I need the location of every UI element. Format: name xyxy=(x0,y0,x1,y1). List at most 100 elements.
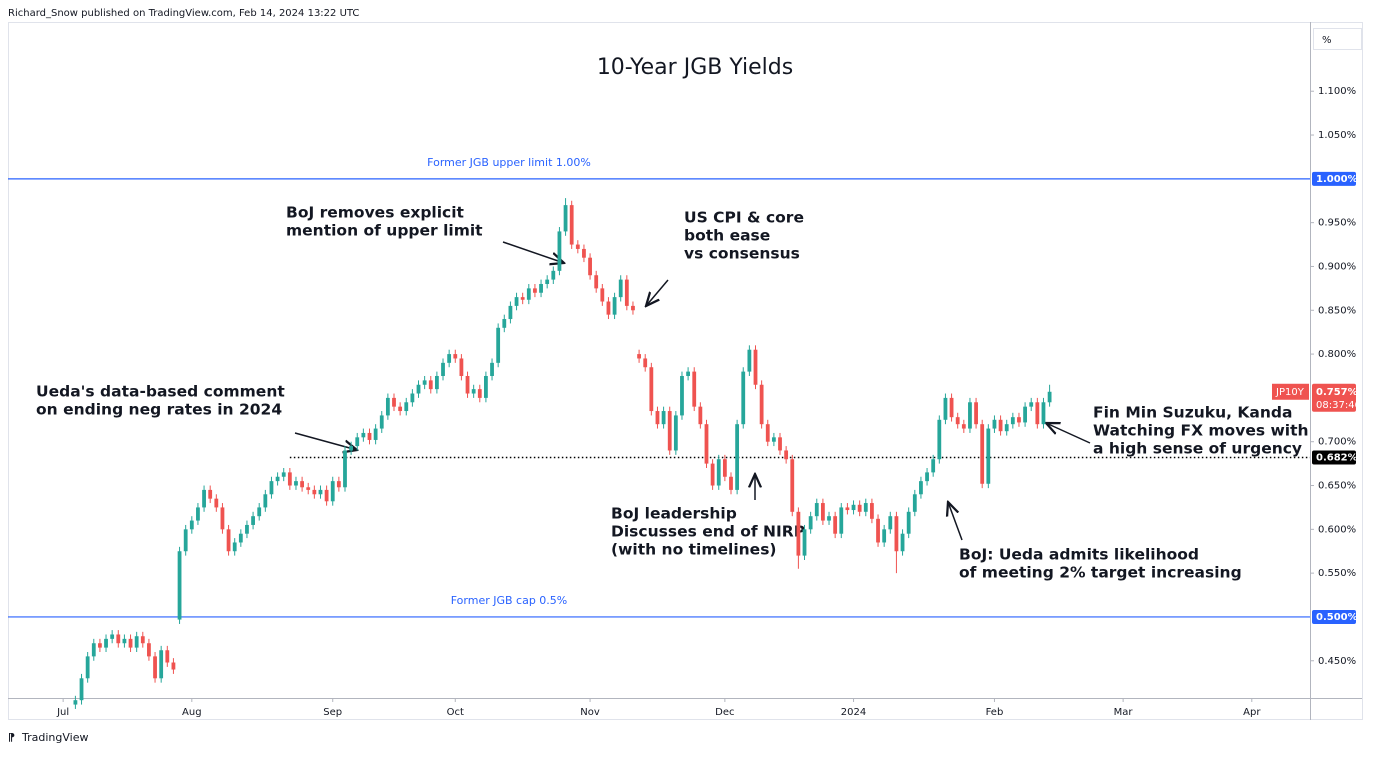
annotation: BoJ leadership xyxy=(611,505,737,523)
candle-body xyxy=(287,472,292,486)
candle-body xyxy=(612,297,617,315)
candle-body xyxy=(508,305,513,320)
candle-body xyxy=(355,437,360,447)
candle-body xyxy=(661,411,666,425)
annotation: a high sense of urgency xyxy=(1093,440,1302,458)
candle-body xyxy=(637,354,641,359)
candle-body xyxy=(140,636,145,644)
candle-body xyxy=(1035,402,1040,425)
x-tick-label: Mar xyxy=(1114,707,1134,718)
candle-body xyxy=(680,375,684,416)
candle-body xyxy=(73,700,78,705)
candle-body xyxy=(863,503,868,512)
candle-body xyxy=(453,354,458,359)
x-tick-label: Dec xyxy=(715,707,734,718)
candle-body xyxy=(410,393,415,403)
x-tick-label: Apr xyxy=(1243,707,1261,718)
candle-body xyxy=(845,507,850,511)
y-tick-label: 0.650% xyxy=(1318,481,1356,492)
candle-body xyxy=(765,424,770,442)
y-tick-label: 0.550% xyxy=(1318,568,1356,579)
candle-body xyxy=(1023,406,1027,423)
last-price-label: 0.757% xyxy=(1316,387,1358,398)
candle-body xyxy=(128,638,133,648)
candle-body xyxy=(318,489,323,495)
candle-body xyxy=(490,362,494,376)
candle-body xyxy=(998,419,1003,432)
candle-body xyxy=(477,389,482,398)
x-tick-label: Feb xyxy=(986,707,1004,718)
candle-body xyxy=(600,288,605,302)
candle-body xyxy=(312,489,317,495)
level-price-label: 1.000% xyxy=(1316,174,1358,185)
candle-body xyxy=(79,678,84,701)
level-note: Former JGB upper limit 1.00% xyxy=(427,156,591,169)
candle-body xyxy=(85,656,90,679)
candle-body xyxy=(1029,402,1034,407)
candle-body xyxy=(649,367,654,412)
candle-body xyxy=(183,529,188,552)
candle-body xyxy=(686,371,691,376)
arrow xyxy=(1046,423,1091,444)
candle-body xyxy=(906,511,911,534)
candle-body xyxy=(533,288,537,293)
annotation: mention of upper limit xyxy=(286,222,483,240)
candle-body xyxy=(808,516,813,530)
annotation: on ending neg rates in 2024 xyxy=(36,401,282,419)
candle-body xyxy=(232,542,237,552)
annotation: Discusses end of NIRP xyxy=(611,523,805,541)
candle-body xyxy=(802,529,807,556)
x-tick-label: 2024 xyxy=(841,707,866,718)
candle-body xyxy=(857,504,862,512)
y-tick-label: 0.850% xyxy=(1318,305,1356,316)
candle-body xyxy=(514,297,519,306)
candle-body xyxy=(422,380,427,385)
candle-body xyxy=(955,417,960,425)
candle-body xyxy=(888,516,893,530)
candle-body xyxy=(1047,391,1052,403)
candle-body xyxy=(104,638,108,648)
candle-body xyxy=(294,481,298,486)
x-tick-label: Aug xyxy=(182,707,202,718)
candle-body xyxy=(281,472,286,477)
candle-body xyxy=(698,406,703,425)
annotation: Fin Min Suzuku, Kanda xyxy=(1093,404,1292,422)
candle-body xyxy=(1017,417,1021,423)
candle-body xyxy=(722,459,727,477)
candle-body xyxy=(404,402,409,412)
candle-body xyxy=(870,503,874,519)
candle-body xyxy=(159,650,164,679)
y-tick-label: 0.800% xyxy=(1318,349,1356,360)
candle-body xyxy=(961,424,966,429)
candle-body xyxy=(330,481,335,502)
candle-body xyxy=(392,397,396,407)
candle-body xyxy=(1010,417,1015,425)
x-tick-label: Nov xyxy=(580,707,600,718)
arrow xyxy=(294,432,357,450)
unit: % xyxy=(1322,35,1332,46)
candle-body xyxy=(367,432,372,440)
candle-body xyxy=(484,375,488,398)
candle-body xyxy=(827,516,831,521)
footer: TradingView xyxy=(21,731,88,744)
candle-body xyxy=(269,481,274,495)
candle-body xyxy=(796,511,801,556)
countdown: 08:37:46 xyxy=(1316,400,1361,411)
candle-body xyxy=(931,459,936,473)
candle-body xyxy=(189,520,194,530)
unit-box xyxy=(1313,28,1362,50)
candle-body xyxy=(520,297,525,300)
header: Richard_Snow published on TradingView.co… xyxy=(8,8,359,19)
candle-body xyxy=(753,349,758,385)
candle-body xyxy=(968,402,972,429)
candle-body xyxy=(373,428,378,440)
candle-body xyxy=(992,419,997,429)
candle-body xyxy=(465,375,470,394)
candle-body xyxy=(900,533,905,552)
candle-body xyxy=(471,389,476,394)
candle-body xyxy=(416,384,421,394)
candle-body xyxy=(177,551,182,620)
y-tick-label: 0.600% xyxy=(1318,524,1356,535)
candle-body xyxy=(122,638,127,644)
